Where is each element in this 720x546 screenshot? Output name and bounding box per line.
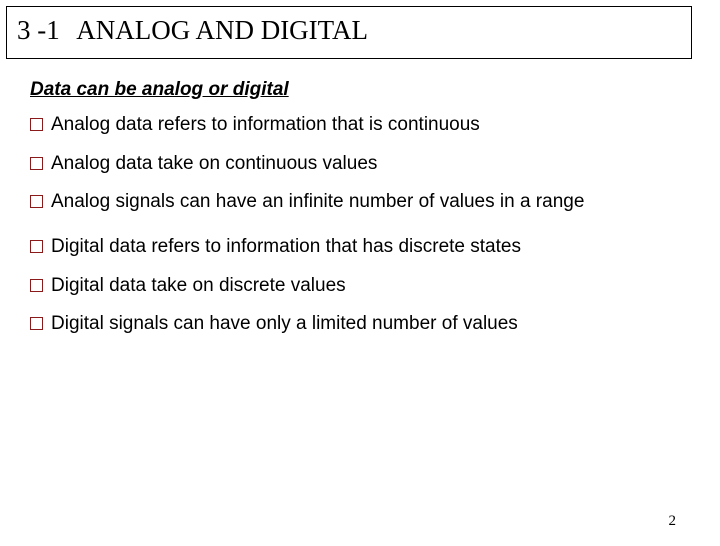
header-title: ANALOG AND DIGITAL [76, 15, 368, 45]
header-box: 3 -1 ANALOG AND DIGITAL [6, 6, 692, 59]
subtitle: Data can be analog or digital [30, 79, 700, 101]
bullet-text: Analog data refers to information that i… [51, 113, 480, 138]
list-item: Digital data take on discrete values [30, 274, 700, 299]
bullet-text: Digital data take on discrete values [51, 274, 346, 299]
bullet-text: Analog signals can have an infinite numb… [51, 190, 584, 215]
square-bullet-icon [30, 317, 43, 330]
bullet-text: Digital data refers to information that … [51, 235, 521, 260]
section-number: 3 -1 [17, 15, 60, 45]
list-item: Analog data refers to information that i… [30, 113, 700, 138]
list-item: Digital signals can have only a limited … [30, 312, 700, 337]
bullet-text: Digital signals can have only a limited … [51, 312, 518, 337]
square-bullet-icon [30, 279, 43, 292]
content-area: Data can be analog or digital Analog dat… [0, 59, 720, 337]
square-bullet-icon [30, 240, 43, 253]
list-item: Analog signals can have an infinite numb… [30, 190, 700, 215]
bullet-group: Analog data refers to information that i… [30, 113, 700, 215]
list-item: Analog data take on continuous values [30, 152, 700, 177]
square-bullet-icon [30, 118, 43, 131]
bullet-text: Analog data take on continuous values [51, 152, 377, 177]
list-item: Digital data refers to information that … [30, 235, 700, 260]
bullet-group: Digital data refers to information that … [30, 235, 700, 337]
page-number: 2 [669, 513, 677, 530]
square-bullet-icon [30, 195, 43, 208]
square-bullet-icon [30, 157, 43, 170]
